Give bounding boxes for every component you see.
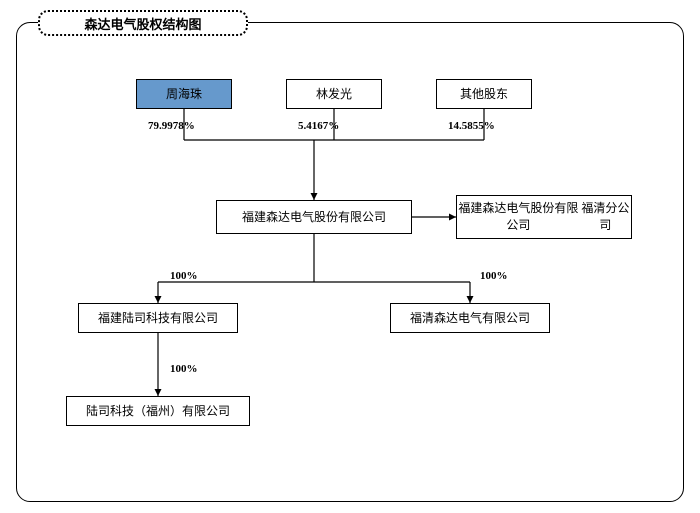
node-sh1: 周海珠 bbox=[136, 79, 232, 109]
node-sub2: 福清森达电气有限公司 bbox=[390, 303, 550, 333]
node-sub1: 福建陆司科技有限公司 bbox=[78, 303, 238, 333]
edges-layer bbox=[0, 0, 700, 513]
edge-label: 79.9978% bbox=[148, 120, 195, 132]
edge-label: 100% bbox=[170, 270, 198, 282]
diagram-canvas: 森达电气股权结构图 周海珠 林发光 其他股东福建森达电气股份有限公司 福建森达电气股份… bbox=[0, 0, 700, 513]
node-sub3: 陆司科技（福州）有限公司 bbox=[66, 396, 250, 426]
edge-label: 100% bbox=[170, 363, 198, 375]
edge-label: 14.5855% bbox=[448, 120, 495, 132]
node-br: 福建森达电气股份有限公司福清分公司 bbox=[456, 195, 632, 239]
node-core: 福建森达电气股份有限公司 bbox=[216, 200, 412, 234]
node-sh2: 林发光 bbox=[286, 79, 382, 109]
edge-label: 5.4167% bbox=[298, 120, 339, 132]
node-sh3: 其他股东 bbox=[436, 79, 532, 109]
edge-label: 100% bbox=[480, 270, 508, 282]
diagram-title: 森达电气股权结构图 bbox=[38, 10, 248, 36]
diagram-title-text: 森达电气股权结构图 bbox=[84, 14, 201, 33]
